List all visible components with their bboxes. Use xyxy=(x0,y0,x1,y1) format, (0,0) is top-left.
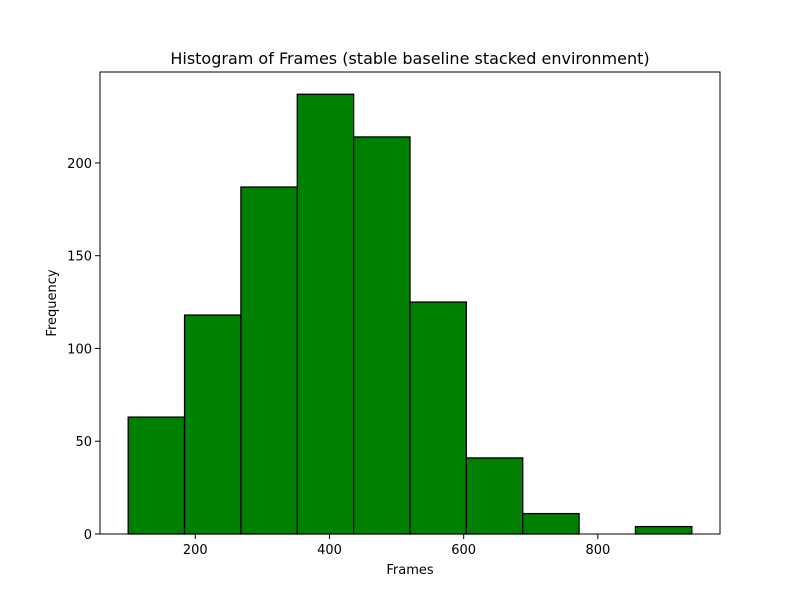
histogram-bar xyxy=(240,186,298,535)
histogram-bar xyxy=(522,512,580,535)
histogram-bar xyxy=(465,457,524,535)
histogram-bar xyxy=(183,314,242,535)
histogram-bar xyxy=(634,525,693,535)
y-tick-label: 50 xyxy=(75,435,92,450)
y-tick-label: 150 xyxy=(67,250,92,265)
histogram-bar xyxy=(352,136,411,535)
plot-frame xyxy=(99,71,721,535)
bars-group xyxy=(127,93,693,535)
x-axis-label: Frames xyxy=(386,563,434,578)
ticks-group: 200 400 600 800 0 50 100 150 200 xyxy=(67,157,610,558)
histogram-bar xyxy=(409,301,468,535)
histogram-bar xyxy=(296,93,355,535)
y-tick-label: 100 xyxy=(67,342,92,357)
chart-title: Histogram of Frames (stable baseline sta… xyxy=(170,49,649,68)
x-tick-label: 200 xyxy=(183,543,208,558)
x-tick-label: 800 xyxy=(585,543,610,558)
y-tick-label: 0 xyxy=(84,528,92,543)
x-tick-label: 600 xyxy=(451,543,476,558)
y-tick-label: 200 xyxy=(67,157,92,172)
x-tick-label: 400 xyxy=(317,543,342,558)
histogram-bar xyxy=(127,416,186,535)
y-axis-label: Frequency xyxy=(45,269,60,336)
